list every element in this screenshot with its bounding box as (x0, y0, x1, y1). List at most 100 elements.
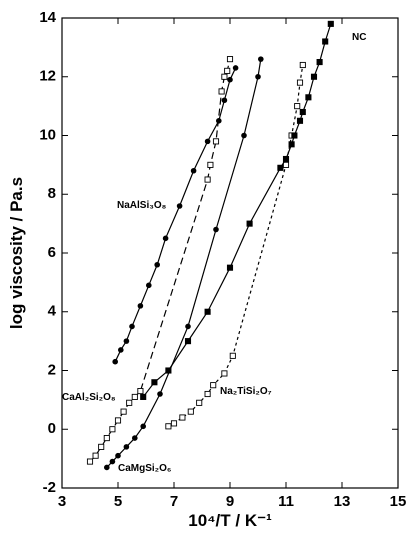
point (294, 103, 301, 110)
point (140, 423, 146, 430)
point (185, 323, 191, 330)
point (137, 388, 144, 395)
series-label: NC (352, 32, 366, 43)
point (162, 235, 169, 242)
point (176, 203, 183, 209)
point (137, 303, 144, 309)
point (196, 399, 203, 406)
point (322, 38, 329, 45)
point (109, 458, 116, 465)
point (204, 176, 211, 183)
point (213, 226, 219, 233)
point (204, 308, 211, 315)
x-axis-title: 10⁴/T / K⁻¹ (188, 511, 272, 530)
y-tick-label: 12 (39, 68, 56, 85)
series-label: Na₂TiSi₂O₇ (220, 386, 272, 397)
point (165, 423, 172, 430)
point (221, 370, 228, 377)
point (207, 161, 214, 168)
point (179, 414, 186, 421)
point (126, 399, 133, 406)
y-tick-label: 10 (39, 126, 56, 143)
point (224, 67, 231, 74)
point (146, 282, 152, 289)
series-line (106, 59, 262, 468)
point (154, 261, 160, 268)
point (221, 97, 228, 104)
point (131, 393, 138, 400)
point (140, 393, 147, 400)
y-tick-label: -2 (43, 479, 56, 496)
point (327, 20, 334, 27)
point (221, 73, 228, 80)
point (296, 79, 304, 86)
point (151, 379, 158, 386)
point (226, 56, 234, 63)
y-tick-label: 14 (39, 9, 56, 26)
point (184, 338, 192, 345)
point (210, 382, 217, 389)
point (103, 435, 110, 442)
point (299, 108, 306, 116)
point (92, 452, 99, 459)
point (165, 367, 172, 374)
point (291, 132, 298, 139)
point (299, 61, 306, 69)
point (114, 417, 122, 424)
point (129, 323, 135, 330)
point (277, 164, 284, 171)
point (109, 426, 116, 433)
point (104, 464, 110, 471)
x-tick-label: 3 (58, 493, 66, 510)
point (123, 444, 130, 450)
point (218, 88, 225, 95)
point (157, 391, 163, 397)
series-label: NaAlSi₃O₈ (117, 200, 167, 211)
point (98, 443, 105, 450)
point (112, 358, 118, 365)
y-tick-label: 0 (48, 420, 56, 437)
y-tick-label: 2 (48, 361, 56, 378)
point (310, 73, 318, 80)
point (246, 220, 253, 227)
point (187, 408, 194, 415)
point (255, 73, 261, 80)
x-tick-label: 15 (390, 493, 406, 510)
point (86, 458, 94, 465)
y-axis-title: log viscosity / Pa.s (7, 177, 26, 329)
point (227, 76, 233, 83)
series-label: CaMgSi₂O₆ (118, 463, 171, 474)
y-tick-label: 4 (48, 303, 57, 320)
point (204, 138, 211, 145)
point (241, 132, 247, 139)
point (305, 94, 312, 101)
x-tick-label: 9 (226, 493, 234, 510)
point (282, 161, 290, 168)
x-tick-label: 13 (334, 493, 351, 510)
x-tick-label: 5 (114, 493, 122, 510)
point (226, 264, 234, 271)
y-tick-label: 6 (48, 244, 56, 261)
y-tick-label: 8 (48, 185, 56, 202)
plot-frame (61, 17, 399, 489)
point (123, 338, 130, 344)
x-tick-label: 11 (278, 493, 294, 510)
series-line (168, 64, 304, 427)
point (316, 59, 323, 66)
point (288, 141, 295, 148)
point (229, 352, 236, 359)
point (170, 420, 178, 427)
series-label: CaAl₂Si₂O₈ (62, 392, 116, 403)
series-line (114, 67, 237, 362)
point (296, 117, 304, 124)
point (120, 408, 127, 415)
point (118, 347, 124, 353)
point (232, 65, 239, 71)
point (204, 390, 211, 398)
point (282, 155, 290, 163)
point (212, 138, 220, 145)
x-tick-label: 7 (170, 493, 178, 510)
point (132, 435, 138, 441)
point (190, 167, 197, 174)
